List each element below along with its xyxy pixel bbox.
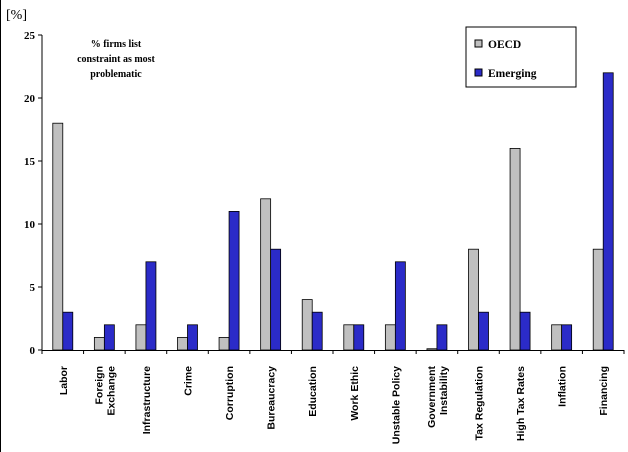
x-tick-label: Infrastructure: [141, 366, 153, 434]
x-tick-label: Work Ethic: [349, 366, 361, 421]
bar-oecd: [52, 122, 64, 351]
x-tick-label: Labor: [58, 366, 70, 395]
bar-emerging: [187, 324, 198, 351]
y-tick-label: 5: [30, 282, 36, 294]
y-axis-label: [%]: [6, 8, 27, 23]
y-tick-label: 25: [24, 30, 36, 42]
bar-oecd: [135, 324, 147, 351]
x-tick-label: Tax Regulation: [474, 366, 486, 440]
bar-oecd: [343, 324, 355, 351]
bar-emerging: [103, 324, 115, 351]
x-tick-label: Crime: [183, 366, 195, 396]
bar-emerging: [561, 324, 573, 351]
annotation-line-1: % firms list: [91, 39, 142, 50]
y-tick-label: 10: [24, 219, 36, 231]
x-tick-label: Inflation: [557, 366, 569, 407]
bar-oecd: [218, 336, 230, 351]
y-tick-label: 20: [24, 93, 36, 105]
bar-oecd: [177, 336, 188, 351]
bar-oecd: [93, 336, 105, 351]
x-axis-labels: Labor Foreign Exchange Infrastructure Crime C…: [58, 366, 610, 445]
bar-emerging: [145, 261, 157, 351]
legend: OECD Emerging: [465, 26, 577, 88]
x-tick-label: Corruption: [224, 366, 236, 420]
bar-oecd: [426, 348, 438, 351]
x-tick-label: Exchange: [105, 366, 117, 416]
bar-emerging: [519, 311, 531, 351]
bar-emerging: [478, 311, 489, 351]
bar-emerging: [436, 324, 448, 351]
y-axis-ticks: 0 5 10 15 20 25: [24, 30, 42, 357]
bar-oecd: [384, 324, 396, 351]
y-tick-label: 0: [30, 345, 36, 357]
bar-oecd: [260, 198, 272, 351]
bar-emerging: [270, 248, 282, 351]
annotation-line-2: constraint as most: [77, 54, 155, 65]
x-tick-label: Bureaucracy: [266, 366, 278, 430]
bar-emerging: [228, 210, 240, 351]
y-tick-label: 15: [24, 156, 36, 168]
bar-oecd: [509, 147, 521, 351]
x-tick-label: Foreign: [93, 366, 105, 405]
x-tick-label: Unstable Policy: [390, 366, 402, 444]
x-tick-label: High Tax Rates: [515, 366, 527, 441]
x-tick-label: Financing: [598, 366, 610, 416]
x-tick-label: Education: [307, 366, 319, 417]
bar-emerging: [353, 324, 365, 351]
annotation: % firms list constraint as most problema…: [77, 39, 155, 80]
legend-label-oecd: OECD: [488, 39, 521, 51]
annotation-line-3: problematic: [90, 69, 142, 80]
x-axis-ticks: [41, 350, 625, 354]
bar-emerging: [394, 261, 406, 351]
x-tick-label: Instability: [438, 366, 450, 415]
bar-oecd: [468, 248, 479, 351]
legend-box: [465, 26, 577, 88]
bar-oecd: [551, 324, 563, 351]
x-tick-label: Government: [426, 366, 438, 428]
legend-label-emerging: Emerging: [488, 68, 537, 80]
bar-emerging: [602, 72, 614, 351]
bar-emerging: [311, 311, 323, 351]
bar-oecd: [592, 248, 604, 351]
bar-oecd: [301, 299, 313, 351]
legend-swatch-emerging: [474, 68, 483, 77]
bar-emerging: [62, 311, 74, 351]
legend-swatch-oecd: [474, 39, 483, 48]
